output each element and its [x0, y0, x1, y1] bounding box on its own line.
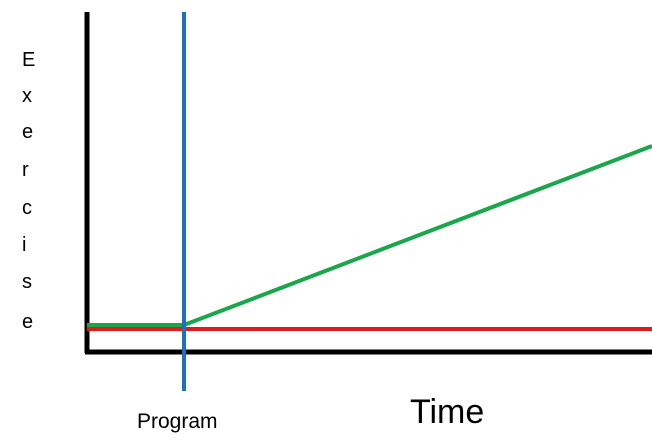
green-line	[87, 144, 652, 327]
y-axis-label-letter: e	[22, 311, 34, 333]
y-axis-label-letter: e	[22, 121, 34, 143]
x-axis-label: Time	[410, 393, 485, 431]
y-axis-label-letter: c	[22, 197, 32, 219]
y-axis-label-letter: r	[22, 159, 29, 181]
y-axis-label-letter: s	[22, 271, 32, 293]
y-axis-label-letter: E	[22, 49, 36, 71]
y-axis-label-letter: x	[22, 85, 32, 107]
program-marker-label: Program	[137, 410, 218, 433]
y-axis-label-letter: i	[22, 234, 27, 256]
